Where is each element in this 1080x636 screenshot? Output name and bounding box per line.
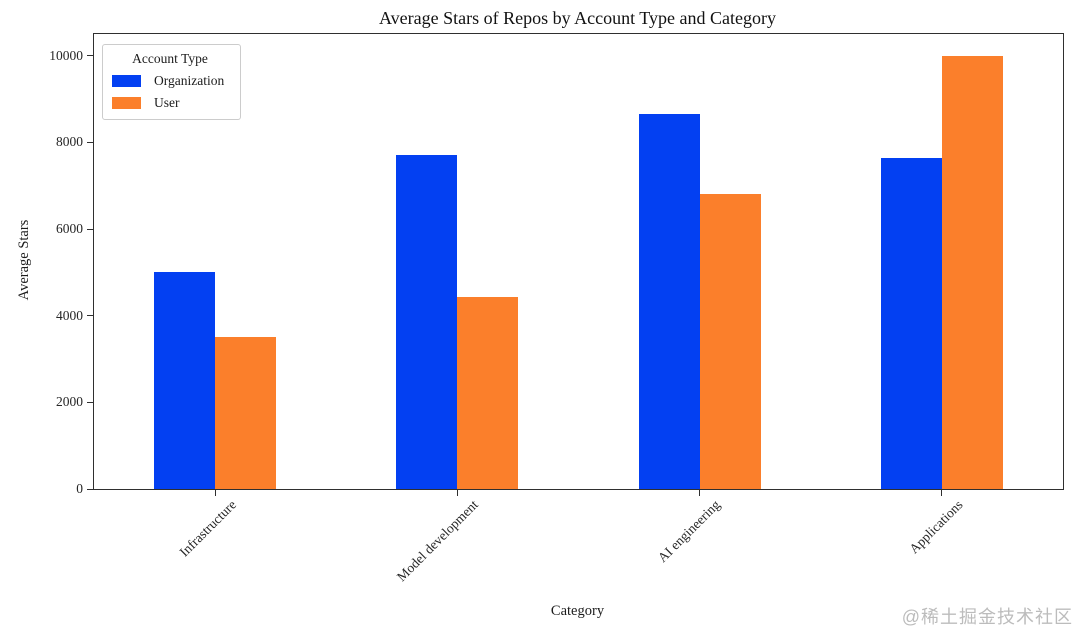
legend-swatch-icon bbox=[112, 75, 141, 87]
x-tick-mark bbox=[941, 490, 943, 496]
bar-organization-infrastructure bbox=[154, 272, 216, 489]
y-tick-label: 8000 bbox=[56, 134, 83, 150]
plot-area: 0 2000 4000 6000 8000 10000 Infrastructure Mod… bbox=[49, 33, 1064, 584]
x-tick-label: AI engineering bbox=[655, 497, 724, 566]
bar-user-model-development bbox=[457, 297, 519, 489]
legend-entry-label: Organization bbox=[154, 73, 225, 88]
watermark: @稀土掘金技术社区 bbox=[901, 607, 1073, 627]
y-tick-mark bbox=[87, 141, 93, 143]
y-tick-label: 0 bbox=[76, 481, 83, 496]
legend-entry-user: User bbox=[112, 95, 228, 111]
y-tick-mark bbox=[87, 315, 93, 317]
y-tick-mark bbox=[87, 55, 93, 57]
y-tick-label: 2000 bbox=[56, 394, 83, 410]
legend-title: Account Type bbox=[132, 51, 208, 66]
x-axis-label: Category bbox=[550, 603, 605, 619]
x-tick-mark bbox=[214, 490, 216, 496]
legend-entries: Organization User bbox=[112, 73, 228, 111]
bar-organization-model-development bbox=[396, 155, 458, 489]
y-tick-mark bbox=[87, 228, 93, 230]
y-axis-label: Average Stars bbox=[16, 219, 32, 301]
bar-user-ai-engineering bbox=[699, 194, 761, 489]
bar-user-applications bbox=[941, 55, 1003, 489]
x-tick-mark bbox=[699, 490, 701, 496]
legend-entry-label: User bbox=[154, 95, 180, 110]
x-tick-mark bbox=[456, 490, 458, 496]
bar-organization-ai-engineering bbox=[638, 114, 700, 489]
chart-title: Average Stars of Repos by Account Type a… bbox=[379, 8, 776, 28]
y-tick-label: 6000 bbox=[56, 221, 83, 236]
bar-user-infrastructure bbox=[215, 337, 277, 489]
y-tick-mark bbox=[87, 401, 93, 403]
legend-entry-organization: Organization bbox=[112, 73, 228, 89]
x-tick-label: Applications bbox=[906, 497, 966, 557]
legend: Account Type Organization User bbox=[102, 44, 241, 120]
x-tick-label: Infrastructure bbox=[176, 497, 239, 560]
y-tick-mark bbox=[87, 488, 93, 490]
y-tick-label: 10000 bbox=[49, 47, 83, 63]
x-tick-label: Model development bbox=[393, 497, 481, 585]
bar-organization-applications bbox=[880, 157, 942, 489]
y-tick-label: 4000 bbox=[56, 307, 83, 323]
legend-swatch-icon bbox=[112, 97, 141, 109]
